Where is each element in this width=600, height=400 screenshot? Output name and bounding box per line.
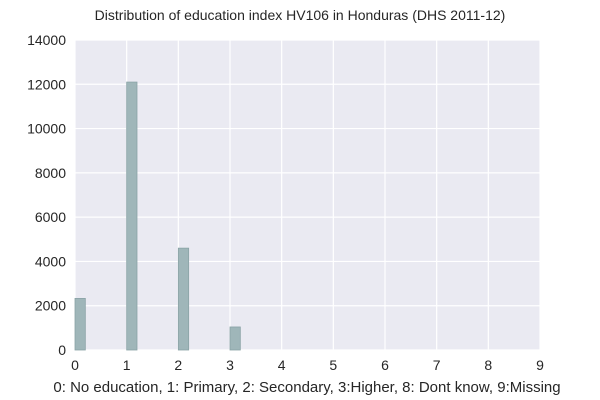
x-tick-label: 6 [381,357,389,373]
histogram-bar [74,298,86,351]
y-tick-label: 14000 [27,32,66,48]
x-tick-label: 5 [329,357,337,373]
x-tick-label: 4 [278,357,286,373]
grid-lines [74,39,541,351]
x-tick-label: 8 [484,357,492,373]
chart-title: Distribution of education index HV106 in… [95,7,506,23]
x-tick-label: 3 [226,357,234,373]
plot-area [75,40,540,350]
x-tick-label: 9 [536,357,544,373]
x-tick-label: 7 [433,357,441,373]
y-tick-label: 10000 [27,121,66,137]
y-tick-label: 6000 [35,209,66,225]
y-tick-label: 8000 [35,165,66,181]
x-axis-label: 0: No education, 1: Primary, 2: Secondar… [53,379,560,396]
y-tick-label: 12000 [27,76,66,92]
x-tick-label: 1 [123,357,131,373]
x-tick-label: 2 [174,357,182,373]
y-axis-ticks: 0 2000 4000 6000 8000 10000 12000 14000 [27,32,66,358]
x-axis-ticks: 0 1 2 3 4 5 6 7 8 9 [71,357,544,373]
x-tick-label: 0 [71,357,79,373]
histogram-bar [229,326,241,351]
y-tick-label: 2000 [35,298,66,314]
histogram-bar [177,247,190,351]
histogram-bar [126,81,138,351]
bars [74,81,241,351]
y-tick-label: 4000 [35,253,66,269]
y-tick-label: 0 [58,342,66,358]
